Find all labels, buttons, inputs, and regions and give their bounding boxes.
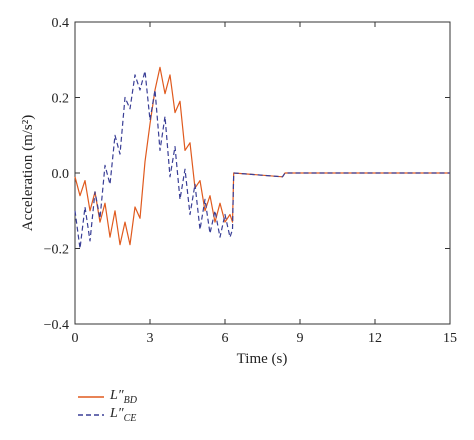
x-tick-label: 0 [72,331,79,346]
axis-ticks: 0 3 6 9 12 15 −0.4 −0.2 0.0 0.2 0.4 [44,16,457,346]
y-tick-label: −0.2 [44,243,69,258]
x-tick-label: 12 [368,331,382,346]
legend: L″BDL″CE [78,388,138,424]
y-tick-label: 0.0 [52,167,70,182]
x-tick-label: 15 [443,331,457,346]
y-tick-label: −0.4 [44,318,69,333]
x-tick-label: 3 [147,331,154,346]
y-tick-label: 0.4 [52,16,70,31]
series-line-bd [74,66,450,246]
x-tick-label: 6 [222,331,229,346]
series-layer [74,66,450,250]
y-axis-label: Acceleration (m/s²) [20,115,36,232]
x-tick-label: 9 [297,331,304,346]
series-line-ce [74,70,450,250]
legend-label-bd: L″BD [109,388,138,406]
legend-label-ce: L″CE [109,406,136,424]
x-axis-label: Time (s) [237,351,288,367]
y-tick-label: 0.2 [52,92,70,107]
